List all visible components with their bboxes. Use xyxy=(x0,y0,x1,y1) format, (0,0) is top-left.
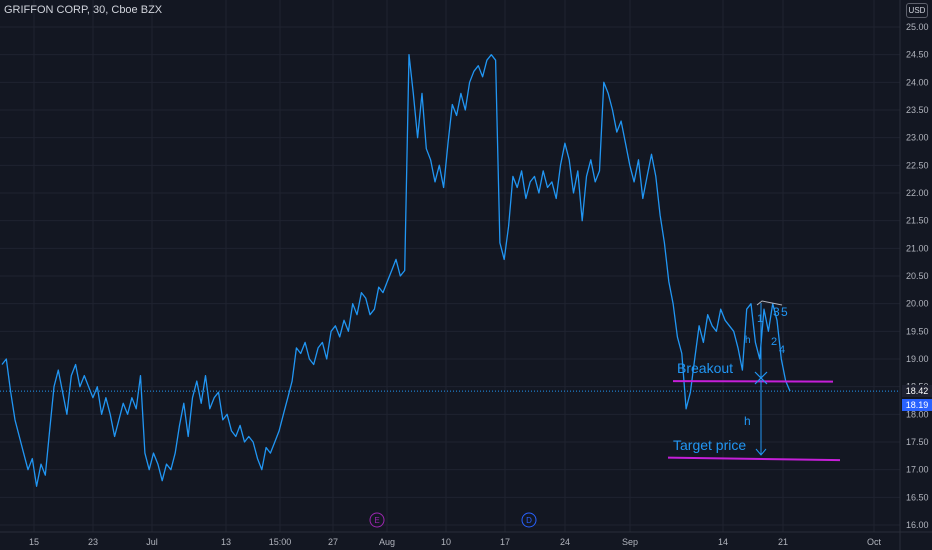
y-tick-label: 23.00 xyxy=(906,133,929,143)
x-tick-label: 24 xyxy=(560,537,570,547)
y-tick-label: 17.50 xyxy=(906,437,929,447)
price-axis[interactable]: 25.00 24.50 24.00 23.50 23.00 22.50 22.00 21.50… xyxy=(899,0,929,550)
y-tick-label: 19.00 xyxy=(906,354,929,364)
y-tick-label: 20.50 xyxy=(906,271,929,281)
y-tick-label: 17.00 xyxy=(906,465,929,475)
breakout-label[interactable]: Breakout xyxy=(677,360,733,376)
event-marker-d[interactable] xyxy=(521,512,537,528)
wave-label-3[interactable]: 3 xyxy=(773,305,780,319)
y-tick-label: 20.00 xyxy=(906,299,929,309)
y-tick-label: 24.00 xyxy=(906,77,929,87)
y-tick-label: 21.50 xyxy=(906,216,929,226)
wave-label-5[interactable]: 5 xyxy=(781,305,788,319)
y-tick-label: 19.50 xyxy=(906,326,929,336)
x-tick-label: Aug xyxy=(379,537,395,547)
h-upper-label[interactable]: h xyxy=(745,335,751,346)
y-tick-label: 21.00 xyxy=(906,243,929,253)
target-price-line[interactable] xyxy=(667,456,841,462)
symbol-title[interactable]: GRIFFON CORP, 30, Cboe BZX xyxy=(4,4,163,16)
wave-label-2[interactable]: 2 xyxy=(771,336,777,348)
x-tick-label: 21 xyxy=(778,537,788,547)
y-tick-label: 24.50 xyxy=(906,50,929,60)
price-line xyxy=(1,54,791,487)
wave-label-4[interactable]: 4 xyxy=(779,344,785,356)
y-tick-label: 22.50 xyxy=(906,160,929,170)
target-price-label[interactable]: Target price xyxy=(673,437,746,453)
breakout-line[interactable] xyxy=(672,380,834,383)
x-tick-label: 14 xyxy=(718,537,728,547)
x-tick-label: Sep xyxy=(622,537,638,547)
x-tick-label: 15:00 xyxy=(269,537,292,547)
x-tick-label: 27 xyxy=(328,537,338,547)
time-axis[interactable]: 15 23 Jul 13 15:00 27 Aug 10 17 24 Sep 14 21 Oct E D xyxy=(0,512,932,547)
x-tick-label: 13 xyxy=(221,537,231,547)
x-tick-label: Jul xyxy=(146,537,158,547)
grid xyxy=(0,0,900,532)
last-price-label: 18.42 xyxy=(902,385,932,397)
x-tick-label: 15 xyxy=(29,537,39,547)
x-tick-label: 23 xyxy=(88,537,98,547)
y-tick-label: 23.50 xyxy=(906,105,929,115)
measure-arrowhead[interactable] xyxy=(755,448,767,456)
x-tick-label: 17 xyxy=(500,537,510,547)
event-marker-e[interactable] xyxy=(369,512,385,528)
x-tick-label: Oct xyxy=(867,537,882,547)
event-marker-letter: E xyxy=(374,516,379,525)
y-tick-label: 22.00 xyxy=(906,188,929,198)
x-tick-label: 10 xyxy=(441,537,451,547)
y-tick-label: 16.00 xyxy=(906,520,929,530)
y-tick-label: 16.50 xyxy=(906,492,929,502)
price-series xyxy=(0,54,900,487)
wave-label-1[interactable]: 1 xyxy=(757,313,763,325)
h-lower-label[interactable]: h xyxy=(744,414,751,428)
y-tick-label: 25.00 xyxy=(906,22,929,32)
close-price-label: 18.19 xyxy=(902,399,932,411)
currency-badge[interactable]: USD xyxy=(906,3,928,18)
event-marker-letter: D xyxy=(526,516,532,525)
y-tick-label: 18.00 xyxy=(906,409,929,419)
wave-peak-marker[interactable] xyxy=(756,300,783,306)
